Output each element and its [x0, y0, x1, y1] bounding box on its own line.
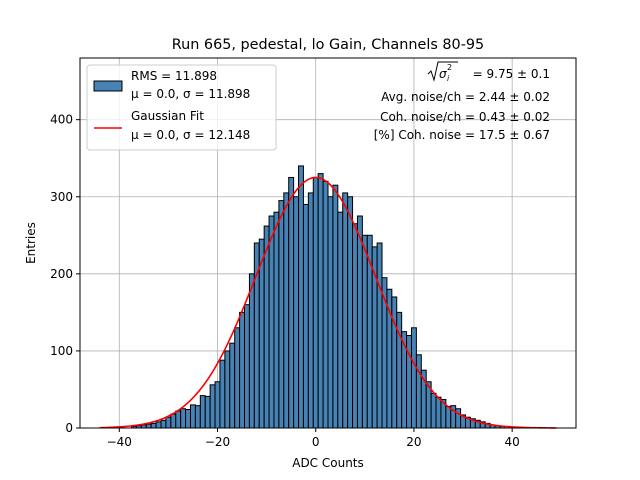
histogram-bar [239, 311, 246, 429]
noise-annotations: σ 2 i = 9.75 ± 0.1 Avg. noise/ch = 2.44 … [374, 61, 550, 142]
legend-fit-label: Gaussian Fit [131, 109, 204, 123]
histogram-bar [356, 215, 363, 429]
histogram-bar [391, 296, 398, 429]
histogram-bar [155, 421, 162, 429]
y-ticks: 0 100 200 300 400 [50, 113, 80, 435]
histogram-bar [268, 215, 275, 429]
histogram-bar [307, 192, 314, 429]
histogram-bar [342, 192, 349, 429]
gaussian-fit-line [99, 176, 557, 429]
legend-bar-swatch [93, 80, 123, 92]
histogram-bar [185, 409, 191, 429]
histogram-bar [248, 273, 255, 429]
x-tick-label: −40 [107, 435, 132, 449]
gaussian-fit [99, 176, 557, 429]
histogram-bar [150, 422, 157, 429]
x-tick-label: −20 [205, 435, 230, 449]
histogram-bar [352, 223, 358, 429]
sigma-symbol: σ [439, 67, 447, 81]
histogram-bar [312, 176, 319, 429]
histogram-bar [410, 327, 417, 429]
histogram-bar [317, 173, 324, 429]
sigma-i-value: = 9.75 ± 0.1 [473, 67, 550, 81]
histogram-bar [214, 381, 221, 429]
y-tick-label: 400 [50, 113, 73, 127]
histogram-bar [209, 384, 216, 429]
histogram-bar [322, 180, 329, 429]
histogram-bar [327, 196, 334, 429]
histogram-bar [361, 234, 368, 429]
y-tick-label: 100 [50, 344, 73, 358]
histogram-bar [283, 192, 290, 429]
y-tick-label: 0 [65, 421, 73, 435]
histogram-bar [165, 416, 172, 429]
histogram-bar [263, 225, 270, 429]
histogram-bar [293, 196, 300, 429]
histogram-bar [204, 395, 211, 429]
x-tick-label: 20 [406, 435, 421, 449]
histogram-bar [376, 242, 383, 429]
pct-coh-noise-annotation: [%] Coh. noise = 17.5 ± 0.67 [374, 128, 550, 142]
coh-noise-annotation: Coh. noise/ch = 0.43 ± 0.02 [380, 110, 550, 124]
histogram-bar [160, 419, 167, 429]
histogram-bar [194, 405, 201, 429]
y-axis-label: Entries [24, 222, 38, 264]
histogram-bar [430, 392, 437, 429]
histogram-bar [445, 405, 452, 429]
histogram-bar [229, 342, 236, 429]
histogram-bar [302, 203, 309, 429]
x-axis-label: ADC Counts [292, 456, 364, 470]
sigma-i-formula: σ 2 i [427, 61, 458, 83]
legend-rms-label: RMS = 11.898 [131, 69, 217, 83]
histogram-bar [288, 176, 295, 429]
histogram-bar [244, 304, 250, 429]
plot-frame [79, 57, 577, 429]
histogram-bar [145, 423, 152, 429]
sqrt-symbol [427, 61, 458, 82]
histogram-bar [337, 211, 344, 429]
histogram-bar [224, 350, 231, 429]
sigma-subscript: i [447, 74, 450, 83]
legend: RMS = 11.898 μ = 0.0, σ = 11.898 Gaussia… [86, 64, 277, 151]
histogram-bar [273, 211, 280, 429]
histogram-bar [170, 413, 177, 429]
histogram-bar [435, 396, 442, 429]
histogram-bar [347, 196, 354, 429]
histogram-bar [175, 410, 182, 429]
legend-box [86, 64, 277, 151]
legend-rms-params: μ = 0.0, σ = 11.898 [131, 87, 250, 101]
y-tick-label: 300 [50, 190, 73, 204]
x-tick-label: 40 [505, 435, 520, 449]
x-tick-label: 0 [312, 435, 320, 449]
histogram-bar [278, 200, 285, 429]
avg-noise-annotation: Avg. noise/ch = 2.44 ± 0.02 [381, 90, 550, 104]
histogram-bar [180, 408, 187, 429]
legend-fit-params: μ = 0.0, σ = 12.148 [131, 128, 250, 142]
histogram-bar [190, 404, 196, 429]
histogram-bar [298, 165, 304, 429]
x-ticks: −40 −20 0 20 40 [107, 428, 520, 449]
sigma-exponent: 2 [447, 63, 452, 72]
histogram-bar [415, 354, 422, 429]
histogram-bar [234, 327, 241, 429]
histogram-bar [199, 395, 206, 429]
y-tick-label: 200 [50, 267, 73, 281]
histogram-bar [332, 184, 339, 429]
histogram-bar [219, 359, 226, 429]
chart-title: Run 665, pedestal, lo Gain, Channels 80-… [172, 37, 484, 53]
